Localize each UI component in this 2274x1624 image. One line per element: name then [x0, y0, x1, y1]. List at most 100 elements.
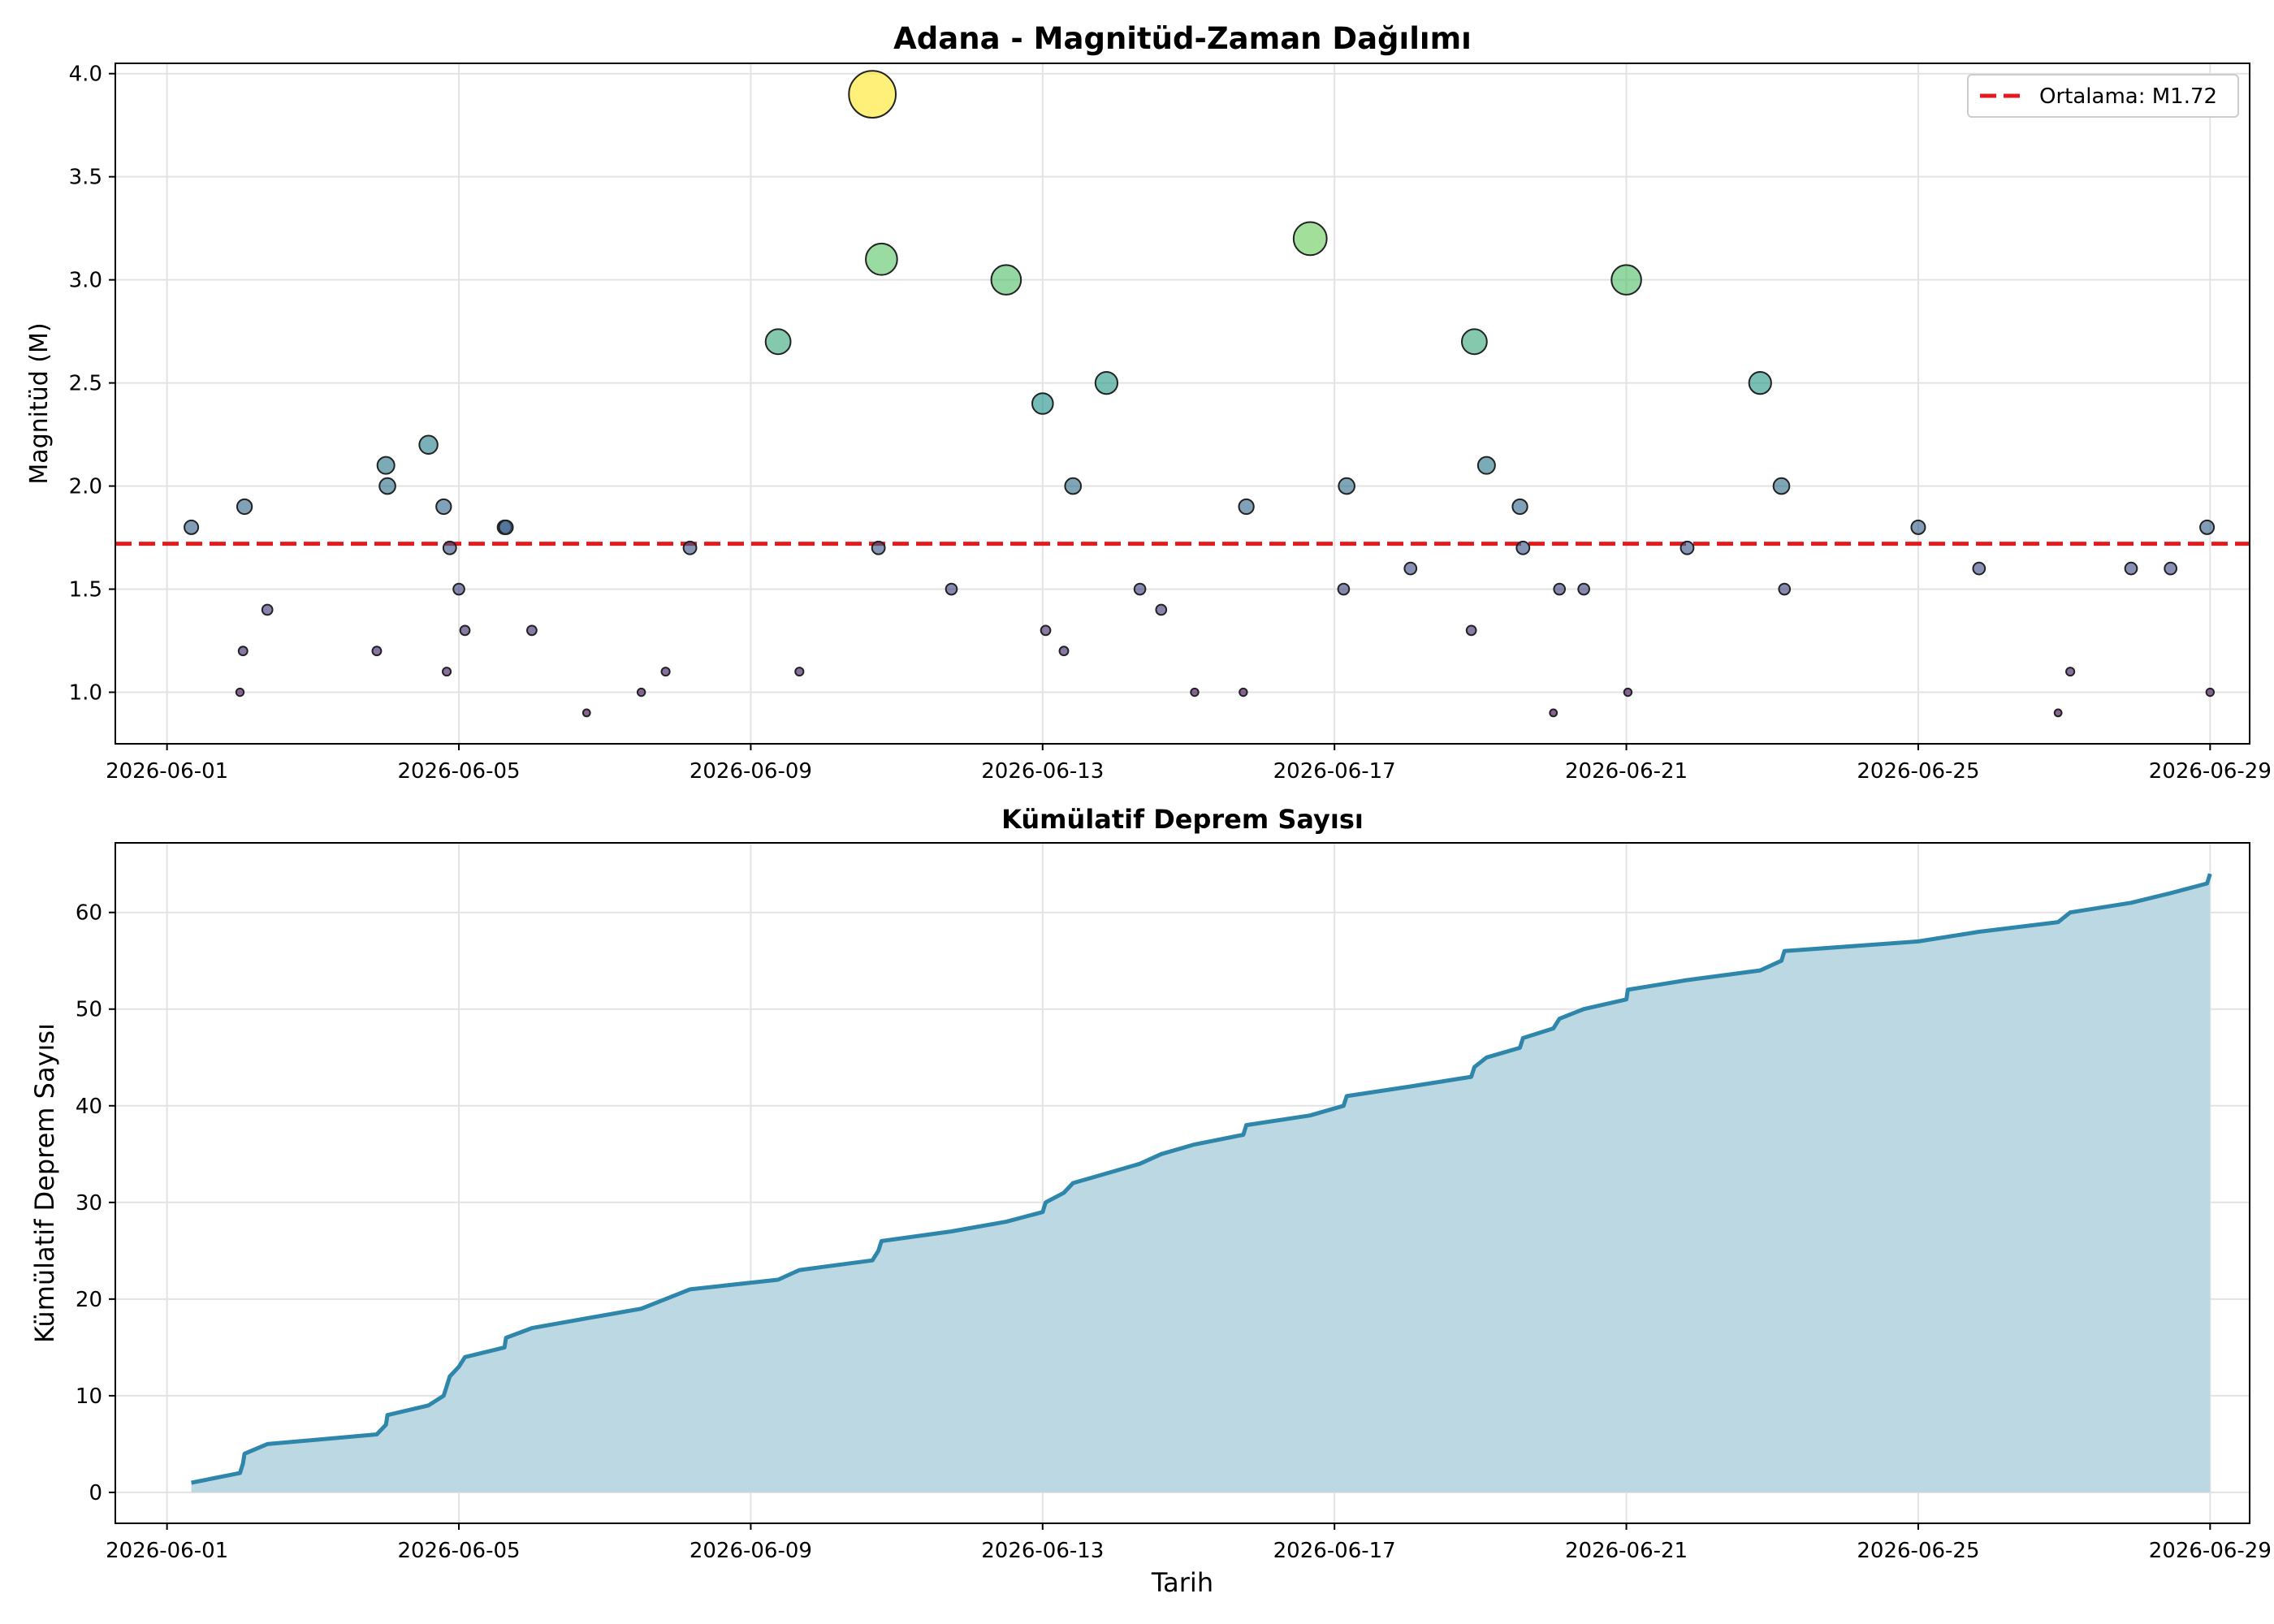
cumulative-x-tick-label: 2026-06-13	[981, 1539, 1104, 1563]
cumulative-y-tick-label: 40	[76, 1095, 102, 1119]
scatter-point	[1058, 646, 1070, 657]
scatter-point	[2124, 561, 2138, 576]
scatter-point	[235, 687, 245, 698]
cumulative-y-tick-label: 10	[76, 1384, 102, 1409]
scatter-point	[1772, 477, 1791, 495]
cumulative-x-tick-label: 2026-06-09	[690, 1539, 812, 1563]
scatter-title: Adana - Magnitüd-Zaman Dağılımı	[893, 21, 1472, 56]
scatter-point	[236, 498, 253, 516]
scatter-point	[1778, 582, 1792, 596]
scatter-x-tick-label: 2026-06-25	[1857, 759, 1979, 784]
scatter-grid	[115, 63, 2250, 744]
scatter-y-tick-label: 2.5	[69, 372, 102, 396]
scatter-point	[1031, 392, 1054, 415]
cumulative-x-tick-label: 2026-06-21	[1565, 1539, 1688, 1563]
cumulative-y-axis-label: Kümülatif Deprem Sayısı	[29, 1023, 60, 1343]
cumulative-panel: 2026-06-01 2026-06-05 2026-06-09 2026-06-13…	[29, 804, 2272, 1598]
scatter-x-tick-label: 2026-06-17	[1273, 759, 1396, 784]
scatter-point	[1972, 561, 1987, 576]
scatter-x-tick-label: 2026-06-09	[690, 759, 812, 784]
cumulative-line	[191, 873, 2212, 1485]
scatter-point	[1292, 221, 1328, 257]
scatter-point	[1553, 582, 1567, 596]
cumulative-x-tick-label: 2026-06-29	[2149, 1539, 2272, 1563]
scatter-point	[1133, 582, 1147, 596]
cumulative-plot-frame	[115, 842, 2250, 1524]
scatter-point	[1511, 498, 1528, 516]
scatter-point	[636, 687, 646, 698]
scatter-point	[794, 667, 805, 677]
scatter-panel: 2026-06-01 2026-06-05 2026-06-09 2026-06-13…	[25, 21, 2272, 784]
cumulative-x-tick-label: 2026-06-05	[397, 1539, 520, 1563]
scatter-point	[442, 540, 457, 555]
scatter-point	[1577, 582, 1590, 596]
scatter-y-ticks: 1.0 1.5 2.0 2.5 3.0 3.5 4.0	[69, 63, 115, 706]
scatter-point	[1155, 603, 1168, 616]
scatter-point	[237, 646, 249, 657]
scatter-point	[2053, 708, 2063, 718]
scatter-point	[498, 519, 514, 535]
scatter-point	[1238, 498, 1255, 516]
scatter-point	[378, 477, 396, 495]
scatter-point	[1040, 624, 1052, 637]
cumulative-x-ticks: 2026-06-01 2026-06-05 2026-06-09 2026-06-13…	[106, 1523, 2272, 1563]
scatter-y-tick-label: 3.0	[69, 269, 102, 293]
legend-box	[1967, 74, 2239, 118]
scatter-point	[682, 540, 698, 555]
scatter-y-tick-label: 4.0	[69, 63, 102, 87]
scatter-point	[865, 242, 898, 276]
legend-label: Ortalama: M1.72	[2039, 84, 2217, 109]
scatter-point	[1337, 582, 1351, 596]
scatter-point	[1748, 370, 1772, 395]
cumulative-y-tick-label: 0	[89, 1481, 102, 1505]
cumulative-y-ticks: 0 10 20 30 40 50 60	[76, 901, 115, 1505]
scatter-plot-frame	[115, 63, 2250, 745]
scatter-point	[764, 328, 792, 356]
scatter-x-tick-label: 2026-06-05	[397, 759, 520, 784]
scatter-legend: Ortalama: M1.72	[1967, 74, 2239, 118]
cumulative-y-tick-label: 30	[76, 1191, 102, 1216]
scatter-point	[1515, 540, 1531, 555]
cumulative-x-tick-label: 2026-06-25	[1857, 1539, 1979, 1563]
scatter-point	[525, 624, 538, 637]
scatter-point	[1910, 519, 1926, 535]
cumulative-title: Kümülatif Deprem Sayısı	[1001, 804, 1364, 835]
scatter-point	[2205, 687, 2216, 698]
scatter-point	[1064, 477, 1083, 495]
scatter-point	[2164, 561, 2178, 576]
scatter-y-tick-label: 1.0	[69, 681, 102, 706]
scatter-point	[871, 540, 886, 555]
scatter-point	[1610, 264, 1642, 296]
cumulative-y-tick-label: 60	[76, 901, 102, 926]
scatter-point	[371, 646, 383, 657]
scatter-point	[1239, 687, 1248, 698]
scatter-point	[376, 456, 396, 475]
scatter-point	[452, 582, 465, 596]
scatter-x-tick-label: 2026-06-01	[106, 759, 228, 784]
scatter-x-tick-label: 2026-06-13	[981, 759, 1104, 784]
scatter-point	[1680, 540, 1695, 555]
scatter-point	[2199, 519, 2216, 535]
scatter-point	[441, 667, 452, 677]
scatter-point	[1460, 328, 1488, 356]
scatter-point	[1465, 624, 1477, 637]
scatter-point	[660, 667, 671, 677]
scatter-x-tick-label: 2026-06-21	[1565, 759, 1688, 784]
scatter-x-ticks: 2026-06-01 2026-06-05 2026-06-09 2026-06-13…	[106, 744, 2272, 784]
scatter-point	[1403, 561, 1418, 576]
scatter-points	[184, 70, 2216, 718]
scatter-point	[1549, 708, 1559, 718]
scatter-point	[435, 498, 452, 516]
scatter-point	[1190, 687, 1200, 698]
scatter-point	[261, 603, 274, 616]
scatter-point	[581, 708, 591, 718]
scatter-point	[1476, 456, 1496, 475]
scatter-y-tick-label: 3.5	[69, 166, 102, 190]
scatter-point	[459, 624, 471, 637]
scatter-point	[945, 582, 958, 596]
scatter-point	[848, 70, 897, 119]
scatter-point	[2065, 667, 2076, 677]
scatter-point	[418, 434, 439, 456]
scatter-point	[1094, 370, 1119, 395]
